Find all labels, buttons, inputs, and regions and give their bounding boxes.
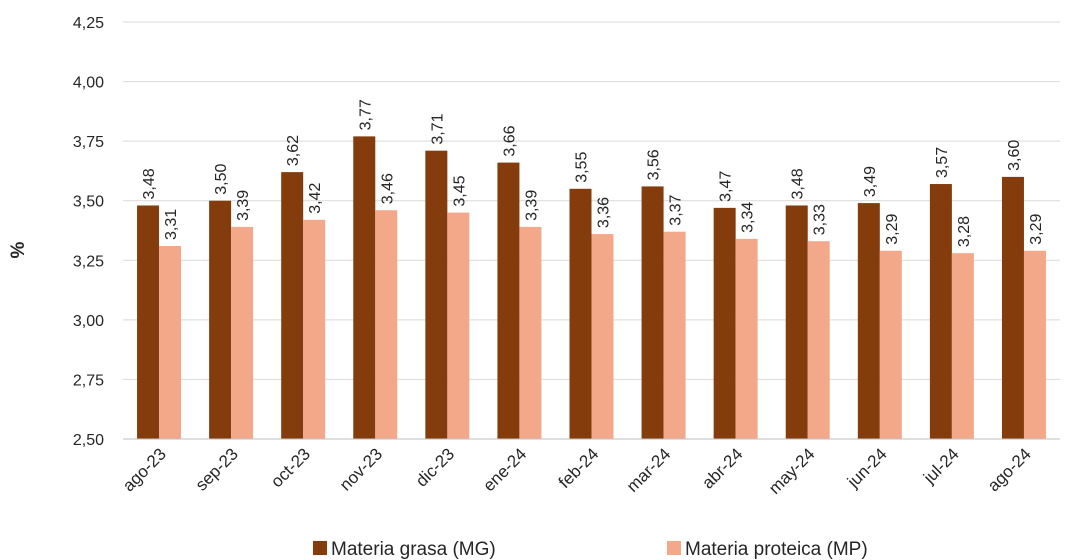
x-tick-label: nov-23: [336, 444, 386, 494]
data-label: 3,50: [213, 163, 230, 194]
bar-mg-jun-24: [857, 203, 880, 439]
data-labels: 3,48 3,31 3,50 3,39 3,62 3,42 3,77 3,46 3,71 3,45…: [141, 99, 1045, 247]
legend-swatch-mg: [313, 541, 327, 555]
bar-mp-jun-24: [879, 250, 902, 439]
bar-mp-abr-24: [735, 238, 758, 439]
y-tick-label: 2,75: [73, 372, 104, 389]
bar-mp-ene-24: [519, 226, 542, 439]
x-tick-label: jul-24: [919, 444, 963, 488]
bar-mp-ago-24: [1023, 250, 1046, 439]
bar-mg-abr-24: [713, 207, 736, 439]
x-tick-label: may-24: [765, 444, 819, 498]
bar-mp-dic-23: [447, 212, 470, 439]
bar-mg-mar-24: [641, 186, 664, 439]
x-tick-label: jun-24: [843, 444, 891, 492]
data-label: 3,29: [1028, 214, 1045, 245]
legend: Materia grasa (MG) Materia proteica (MP): [313, 539, 868, 560]
x-tick-label: ene-24: [479, 444, 530, 495]
bar-mp-sep-23: [231, 226, 254, 439]
data-label: 3,36: [596, 197, 613, 228]
x-tick-label: sep-23: [192, 444, 242, 494]
bar-mp-nov-23: [375, 210, 398, 439]
bar-mg-dic-23: [425, 150, 448, 439]
data-label: 3,29: [884, 214, 901, 245]
x-tick-label: ago-23: [119, 444, 170, 495]
y-tick-label: 3,50: [73, 194, 104, 211]
bars: [137, 136, 1046, 440]
bar-mg-nov-23: [353, 136, 376, 439]
y-tick-label: 2,50: [73, 432, 104, 449]
x-tick-label: oct-23: [267, 444, 314, 491]
y-axis-ticks: 2,50 2,75 3,00 3,25 3,50 3,75 4,00 4,25: [73, 15, 104, 449]
data-label: 3,46: [379, 173, 396, 204]
bar-mg-jul-24: [929, 184, 952, 439]
y-tick-label: 4,25: [73, 15, 104, 32]
bar-mp-ago-23: [159, 245, 182, 439]
y-tick-label: 3,25: [73, 253, 104, 270]
data-label: 3,33: [812, 204, 829, 235]
data-label: 3,57: [934, 147, 951, 178]
x-tick-label: ago-24: [984, 444, 1035, 495]
data-label: 3,47: [718, 171, 735, 202]
y-tick-label: 3,75: [73, 134, 104, 151]
data-label: 3,39: [523, 190, 540, 221]
y-axis-label: %: [8, 241, 29, 258]
data-label: 3,39: [235, 190, 252, 221]
data-label: 3,77: [357, 99, 374, 130]
data-label: 3,28: [956, 216, 973, 247]
bar-mg-may-24: [785, 205, 808, 439]
x-axis-ticks: ago-23 sep-23 oct-23 nov-23 dic-23 ene-24 feb-…: [119, 444, 1035, 498]
bar-mg-ene-24: [497, 162, 520, 440]
legend-label-mp: Materia proteica (MP): [685, 539, 868, 560]
data-label: 3,37: [668, 194, 685, 225]
y-tick-label: 4,00: [73, 75, 104, 92]
bar-mp-jul-24: [951, 253, 974, 439]
legend-swatch-mp: [667, 541, 681, 555]
legend-label-mg: Materia grasa (MG): [331, 539, 496, 560]
bar-mg-ago-23: [137, 205, 160, 439]
data-label: 3,45: [451, 175, 468, 206]
bar-mp-may-24: [807, 241, 830, 439]
x-tick-label: abr-24: [698, 444, 746, 492]
x-tick-label: mar-24: [623, 444, 675, 496]
bar-mg-feb-24: [569, 188, 592, 439]
data-label: 3,48: [790, 168, 807, 199]
data-label: 3,42: [307, 183, 324, 214]
x-tick-label: feb-24: [555, 444, 603, 492]
bar-mp-oct-23: [303, 219, 326, 439]
data-label: 3,71: [429, 113, 446, 144]
data-label: 3,56: [646, 149, 663, 180]
data-label: 3,34: [740, 202, 757, 233]
data-label: 3,31: [163, 209, 180, 240]
data-label: 3,66: [501, 125, 518, 156]
data-label: 3,62: [285, 135, 302, 166]
bar-mp-feb-24: [591, 234, 614, 439]
data-label: 3,60: [1006, 140, 1023, 171]
bar-mg-sep-23: [209, 200, 232, 439]
bar-mp-mar-24: [663, 231, 686, 439]
data-label: 3,49: [862, 166, 879, 197]
x-tick-label: dic-23: [412, 444, 458, 490]
bar-mg-ago-24: [1001, 176, 1024, 439]
y-tick-label: 3,00: [73, 313, 104, 330]
bar-mg-oct-23: [281, 172, 304, 439]
data-label: 3,55: [574, 152, 591, 183]
data-label: 3,48: [141, 168, 158, 199]
